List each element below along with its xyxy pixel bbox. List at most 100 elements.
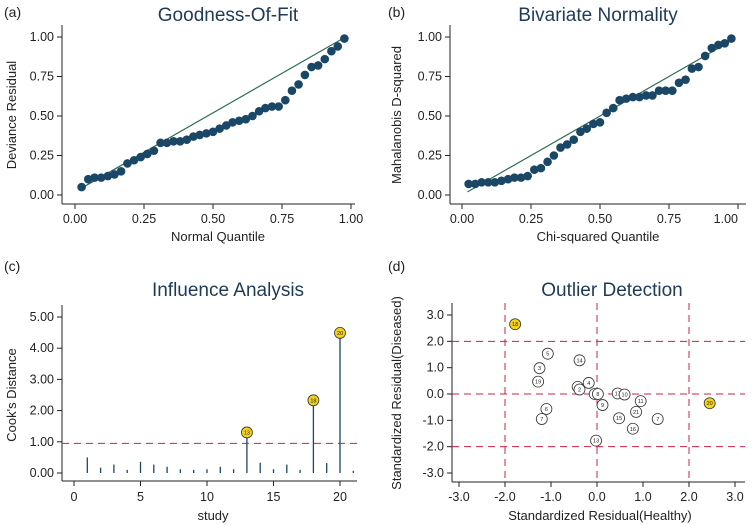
study-marker [626, 422, 639, 435]
study-marker [651, 413, 664, 425]
study-marker [535, 413, 548, 425]
panel-a-xtick-label: 0.50 [201, 212, 225, 226]
reference-line [467, 39, 733, 193]
study-marker [532, 375, 545, 388]
panel-b-data [464, 34, 736, 193]
data-point [497, 176, 506, 186]
panel-b-xtick-label: 0.25 [519, 212, 543, 226]
panel-a-axes [61, 25, 355, 205]
panel-a-xticks: 0.00 0.25 0.50 0.75 1.00 [63, 204, 363, 226]
data-point [300, 70, 310, 80]
data-point [254, 106, 264, 116]
panel-b-xlabel: Chi-squared Quantile [537, 229, 660, 244]
data-point [162, 138, 172, 148]
panel-c-xtick-label: 10 [200, 490, 214, 504]
panel-b-label: (b) [388, 4, 405, 20]
study-label: 11 [638, 399, 644, 405]
study-label: 14 [576, 358, 582, 364]
panel-d-xtick-label: 2.0 [680, 490, 697, 504]
panel-b-ytick-label: 0.75 [418, 70, 442, 84]
panel-a-label: (a) [4, 4, 21, 20]
study-label: 21 [633, 410, 639, 416]
panel-c-ytick-label: 3.00 [30, 372, 54, 386]
panel-d-label: (d) [388, 258, 405, 274]
data-point [582, 124, 592, 133]
data-point [615, 95, 624, 105]
data-point [340, 34, 349, 43]
panel-b-yticks: 0.00 0.25 0.50 0.75 1.00 [418, 30, 450, 202]
panel-a-xtick-label: 1.00 [339, 212, 363, 226]
panel-c-xtick-label: 20 [333, 490, 347, 504]
study-label: 16 [630, 427, 636, 433]
data-point [267, 102, 277, 111]
data-point [116, 167, 126, 176]
data-point [694, 62, 703, 72]
data-point [654, 86, 664, 96]
data-point [195, 130, 205, 140]
study-marker [540, 403, 553, 415]
panel-d-xtick-label: 3.0 [726, 490, 743, 504]
study-marker [630, 406, 642, 418]
data-point [333, 42, 343, 51]
data-point [182, 135, 192, 144]
data-point [110, 170, 119, 179]
study-marker [573, 354, 586, 367]
panel-b-xtick-label: 0.50 [588, 212, 612, 226]
panel-c-xtick-label: 0 [71, 490, 78, 504]
panel-a-ytick-label: 0.00 [30, 188, 54, 202]
data-point [208, 127, 218, 137]
data-point [668, 86, 677, 96]
panel-d-xtick-label: -2.0 [494, 490, 516, 504]
panel-c-ylabel: Cook's Distance [4, 348, 19, 442]
data-point [96, 173, 106, 182]
data-point [674, 78, 684, 88]
panel-c-axes [61, 305, 357, 482]
panel-d-xtick-label: -3.0 [448, 490, 470, 504]
panel-c-ytick-label: 2.00 [30, 404, 54, 418]
panel-b-xtick-label: 0.75 [657, 212, 681, 226]
panel-c-xticks: 0 5 10 15 20 [71, 481, 347, 504]
data-point [294, 80, 303, 89]
influential-study-marker [334, 327, 346, 339]
data-point [477, 178, 486, 187]
panel-c-xlabel: study [197, 508, 229, 523]
panel-d-xtick-label: -1.0 [540, 490, 562, 504]
panel-d-ytick-label: 2.0 [427, 334, 444, 348]
influential-study-label: 13 [244, 430, 250, 436]
panel-d-xtick-label: 1.0 [634, 490, 651, 504]
data-point [510, 173, 519, 182]
data-point [707, 43, 717, 53]
panel-c-ytick-label: 5.00 [30, 310, 54, 324]
data-point [602, 108, 611, 118]
study-marker [596, 399, 609, 411]
data-point [136, 152, 145, 162]
study-label: 3 [538, 366, 541, 372]
panel-c-data: 13 18 20 [62, 327, 357, 473]
data-point [202, 129, 211, 138]
panel-a-ytick-label: 1.00 [30, 30, 54, 44]
data-point [661, 86, 670, 96]
panel-a-ytick-label: 0.25 [30, 149, 54, 163]
study-label: 10 [622, 393, 628, 399]
panel-c-ytick-label: 1.00 [30, 435, 54, 449]
data-point [241, 114, 251, 124]
panel-b-ytick-label: 0.50 [418, 109, 442, 123]
data-point [103, 171, 113, 181]
data-point [281, 95, 290, 105]
data-point [523, 171, 532, 181]
panel-c-ytick-label: 4.00 [30, 341, 54, 355]
data-point [681, 75, 690, 84]
data-point [516, 173, 526, 182]
study-label: 17 [615, 391, 621, 397]
panel-a-data [77, 34, 349, 192]
data-point [215, 124, 224, 133]
panel-d-ytick-label: -1.0 [422, 413, 444, 427]
data-point [287, 86, 297, 96]
study-label: 9 [601, 403, 604, 409]
influential-study-marker [307, 394, 320, 407]
data-point [727, 34, 736, 43]
study-marker [634, 395, 647, 408]
data-point [628, 92, 638, 102]
panel-a-xtick-label: 0.25 [132, 212, 156, 226]
study-marker [592, 388, 604, 400]
